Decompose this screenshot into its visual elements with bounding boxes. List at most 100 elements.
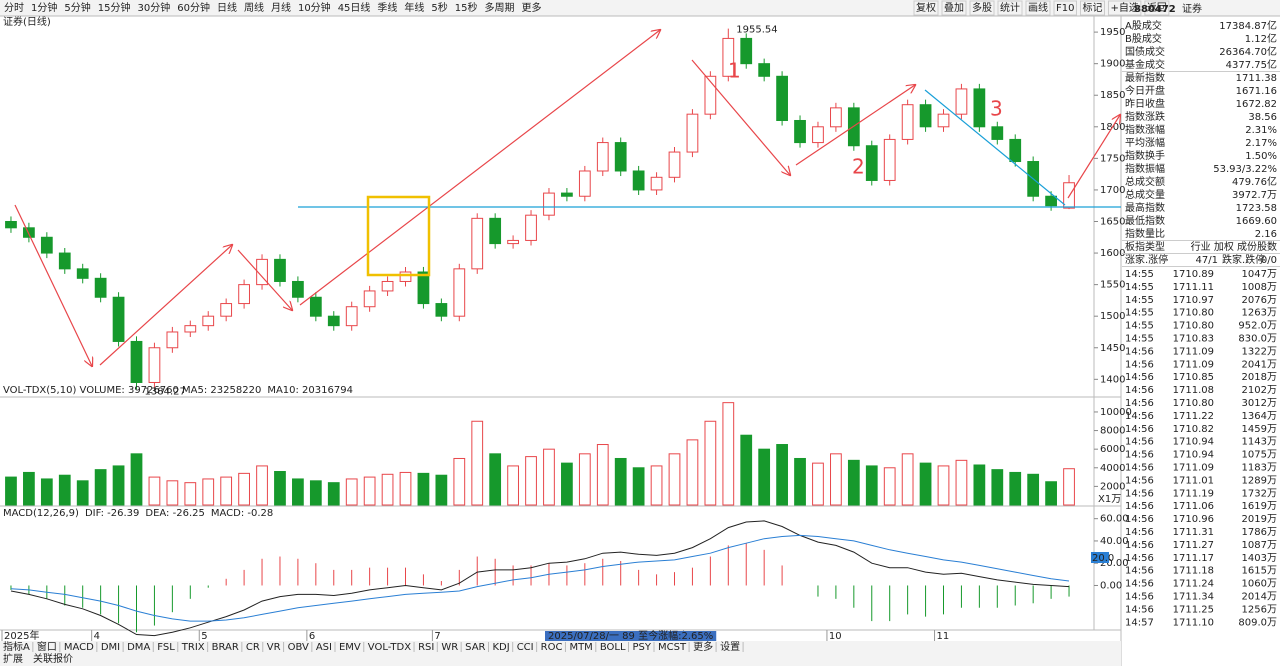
period-tab[interactable]: 30分钟: [137, 1, 170, 14]
tool-button[interactable]: 叠加: [944, 2, 964, 14]
trade-volume: 1075万: [1242, 450, 1277, 461]
y-tick-label: 10000: [1100, 407, 1132, 418]
period-tab[interactable]: 日线: [217, 1, 237, 14]
volume-bar: [112, 465, 125, 506]
indicator-tab[interactable]: RSI: [418, 642, 434, 653]
tool-border: [1079, 0, 1105, 16]
volume-bar: [937, 465, 950, 506]
indicator-tab[interactable]: BOLL: [600, 642, 626, 653]
period-tab[interactable]: 15分钟: [98, 1, 131, 14]
indicator-tab[interactable]: MACD: [64, 642, 94, 653]
quote-label: 基金成交: [1125, 58, 1165, 71]
indicator-tab[interactable]: ASI: [316, 642, 332, 653]
volume-bar: [292, 478, 304, 506]
period-tab[interactable]: 周线: [244, 1, 264, 14]
indicator-tab[interactable]: SAR: [465, 642, 485, 653]
tool-button[interactable]: 多股: [972, 1, 992, 14]
volume-bar: [794, 457, 806, 506]
indicator-tab[interactable]: 窗口: [37, 640, 57, 653]
trade-volume: 1786万: [1242, 527, 1277, 538]
period-tab[interactable]: 月线: [271, 1, 291, 14]
trade-price: 1711.34: [1173, 592, 1214, 603]
trade-time: 14:56: [1125, 437, 1154, 448]
indicator-tab[interactable]: BRAR: [212, 642, 239, 653]
trade-price: 1711.11: [1173, 282, 1214, 293]
y-tick-label: 1450: [1100, 343, 1125, 354]
period-tab[interactable]: 5分钟: [64, 1, 90, 14]
quote-label: B股成交: [1125, 32, 1162, 45]
trade-time: 14:56: [1125, 359, 1154, 370]
indicator-tab[interactable]: 设置: [720, 641, 740, 653]
volume-bar: [776, 444, 788, 506]
indicator-tab[interactable]: 更多: [693, 640, 713, 653]
tool-button[interactable]: 返回: [1147, 2, 1167, 14]
candle-body: [686, 113, 699, 153]
volume-bar: [471, 420, 484, 506]
trade-volume: 1619万: [1242, 501, 1277, 512]
cursor-bg: [545, 631, 717, 641]
period-tab[interactable]: 45日线: [338, 1, 371, 14]
period-tab[interactable]: 60分钟: [177, 1, 210, 14]
indicator-tab[interactable]: OBV: [288, 642, 309, 653]
low-label: 1384.27: [145, 386, 186, 397]
candle-body: [1009, 138, 1022, 163]
tool-button[interactable]: +自选: [1110, 1, 1138, 14]
period-tab[interactable]: 1分钟: [31, 1, 57, 14]
tool-button[interactable]: 画线: [1028, 1, 1048, 14]
trade-price: 1710.96: [1173, 514, 1214, 525]
tool-button[interactable]: 统计: [1000, 1, 1020, 14]
indicator-tab[interactable]: EMV: [339, 642, 361, 653]
candle-body: [76, 268, 89, 279]
candle-body: [525, 214, 537, 241]
period-tab[interactable]: 更多: [522, 1, 542, 14]
volume-bar: [274, 471, 286, 506]
tool-button[interactable]: F10: [1056, 3, 1074, 14]
quote-label: 指数振幅: [1125, 162, 1165, 175]
footer-tab[interactable]: 扩展: [3, 652, 23, 665]
indicator-tab[interactable]: KDJ: [492, 642, 509, 653]
panel-header: MACD: -0.28: [211, 508, 273, 519]
indicator-tab[interactable]: MTM: [569, 642, 592, 653]
candle-body: [112, 296, 125, 342]
period-tab[interactable]: 分时: [4, 2, 24, 14]
indicator-tab[interactable]: DMI: [101, 642, 120, 653]
trade-price: 1710.80: [1173, 398, 1214, 409]
quote-value: 1723.58: [1236, 203, 1277, 214]
indicator-tab[interactable]: CR: [246, 642, 260, 653]
volume-bar: [722, 402, 735, 506]
candle-body: [274, 258, 286, 282]
indicator-tab[interactable]: DMA: [127, 642, 150, 653]
indicator-tab[interactable]: TRIX: [181, 642, 205, 653]
quote-label: 最新指数: [1125, 71, 1165, 84]
indicator-tab[interactable]: PSY: [633, 642, 652, 653]
quote-value: 1672.82: [1236, 99, 1277, 110]
volume-bar: [130, 453, 143, 506]
period-tab[interactable]: 15秒: [455, 1, 478, 14]
period-tab[interactable]: 5秒: [431, 1, 447, 14]
period-tab[interactable]: 10分钟: [298, 1, 331, 14]
tool-button[interactable]: 复权: [916, 1, 936, 14]
period-tab[interactable]: 年线: [404, 1, 424, 14]
indicator-tab[interactable]: VR: [267, 642, 281, 653]
period-tab[interactable]: 多周期: [485, 1, 515, 14]
candle-body: [614, 142, 627, 172]
volume-bar: [489, 453, 502, 506]
indicator-tab[interactable]: VOL-TDX: [368, 642, 411, 653]
tool-button[interactable]: 标记: [1082, 2, 1102, 14]
trade-volume: 2018万: [1242, 372, 1277, 383]
footer-tab[interactable]: 关联报价: [33, 652, 73, 665]
indicator-tab[interactable]: ROC: [541, 642, 563, 653]
trend-arrow: [99, 245, 232, 366]
period-tab[interactable]: 季线: [377, 1, 397, 14]
indicator-tab[interactable]: WR: [441, 642, 458, 653]
quote-value: 2.31%: [1245, 125, 1277, 136]
y-tick-label: 40.00: [1100, 536, 1129, 547]
candle-body: [507, 239, 519, 245]
volume-bar: [453, 457, 466, 506]
indicator-tab[interactable]: FSL: [157, 642, 175, 653]
indicator-tab[interactable]: CCI: [517, 642, 534, 653]
tool-border: [969, 0, 995, 16]
indicator-tab[interactable]: 指标A: [3, 640, 30, 653]
indicator-tab[interactable]: MCST: [658, 642, 687, 653]
y-tick-label: 8000: [1100, 426, 1125, 437]
